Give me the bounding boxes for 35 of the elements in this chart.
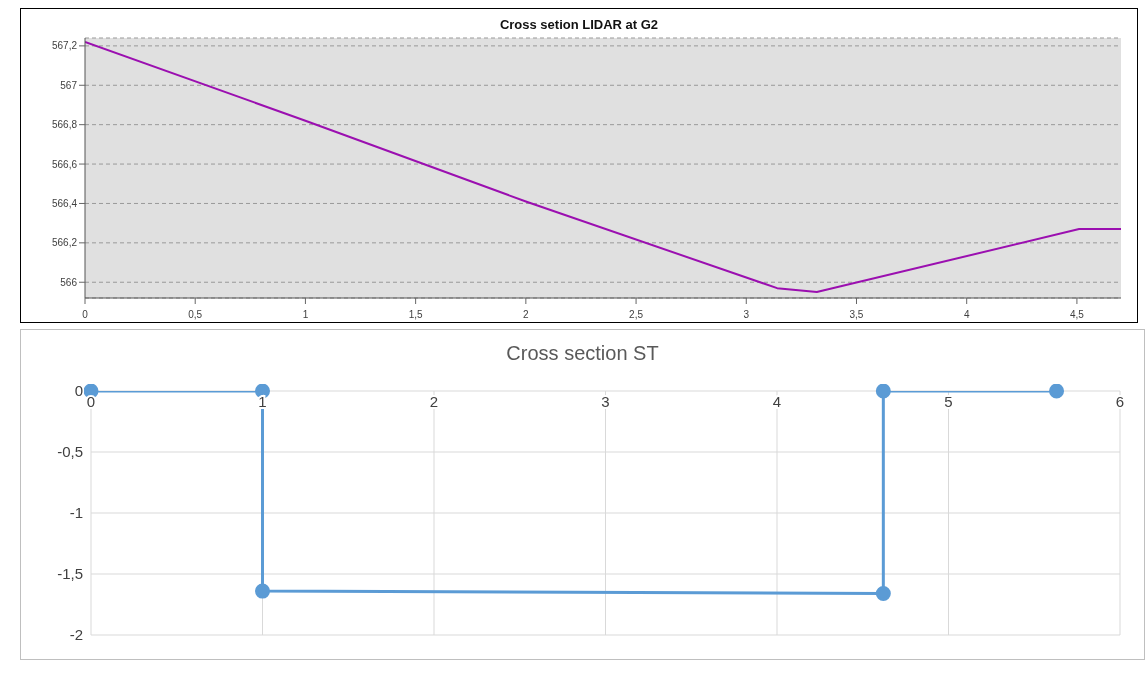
y-tick-label: 566,4 (51, 198, 78, 209)
x-tick-label: 4 (963, 309, 970, 320)
x-tick-label: 2,5 (629, 309, 644, 320)
x-tick-label: 5 (944, 393, 953, 410)
y-tick-label: 566,6 (51, 158, 78, 170)
x-tick-label: 0 (86, 393, 96, 410)
x-tick-label: 1 (302, 309, 309, 320)
x-tick-label: 2 (523, 309, 530, 320)
line-series (85, 40, 1121, 294)
point (1049, 384, 1065, 399)
y-tick-label: 566,2 (51, 237, 78, 249)
point (255, 384, 270, 399)
x-tick-label: 6 (1115, 393, 1125, 410)
x-tick-label: 3 (601, 393, 610, 410)
y-tick-label: -1 (69, 504, 83, 522)
y-tick-label: -1,5 (57, 565, 83, 583)
point (875, 384, 891, 399)
x-tick-label: 4 (772, 393, 782, 410)
x-tick-label: 4,5 (1069, 309, 1085, 320)
x-tick-label: 1,5 (408, 309, 424, 320)
x-tick-label: 3 (743, 309, 750, 320)
point (84, 384, 99, 399)
chart-title: Cross section ST (505, 341, 660, 365)
y-tick-label: -0,5 (57, 443, 83, 461)
y-tick-label: -2 (69, 626, 83, 644)
y-tick-label: 566 (60, 276, 78, 288)
x-tick-label: 3,5 (849, 309, 864, 320)
point (875, 586, 891, 602)
y-tick-label: 566,8 (51, 119, 78, 131)
point (255, 583, 270, 599)
x-tick-label: 2 (429, 393, 439, 410)
chart-title: Cross setion LIDAR at G2 (498, 16, 660, 34)
x-tick-label: 0,5 (188, 309, 203, 320)
y-tick-label: 567 (60, 79, 78, 91)
y-tick-label: 567,2 (51, 40, 78, 52)
